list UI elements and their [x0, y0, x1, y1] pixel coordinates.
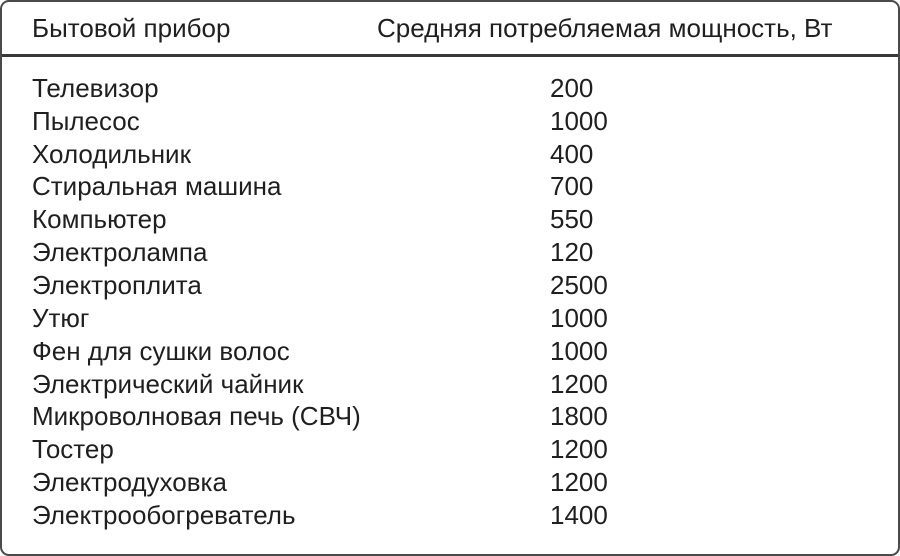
table-row: Телевизор 200	[2, 72, 898, 105]
power-cell: 1200	[550, 368, 608, 399]
table-row: Компьютер 550	[2, 203, 898, 236]
table-row: Фен для сушки волос 1000	[2, 335, 898, 368]
appliance-cell: Холодильник	[32, 138, 191, 169]
appliance-cell: Компьютер	[32, 204, 167, 235]
table-header: Бытовой прибор Средняя потребляемая мощн…	[2, 2, 898, 57]
table-row: Электрический чайник 1200	[2, 368, 898, 401]
column-header-power: Средняя потребляемая мощность, Вт	[377, 12, 833, 43]
power-cell: 120	[550, 237, 594, 268]
appliance-cell: Телевизор	[32, 72, 159, 103]
power-cell: 1000	[550, 105, 608, 136]
table-row: Тостер 1200	[2, 433, 898, 466]
table-row: Электродуховка 1200	[2, 466, 898, 499]
appliance-cell: Электрический чайник	[32, 368, 304, 399]
appliance-cell: Электролампа	[32, 237, 208, 268]
table-row: Микроволновая печь (СВЧ) 1800	[2, 400, 898, 433]
appliance-cell: Электроплита	[32, 269, 202, 300]
power-cell: 2500	[550, 269, 608, 300]
power-cell: 1000	[550, 302, 608, 333]
appliance-cell: Стиральная машина	[32, 171, 282, 202]
table-row: Электроплита 2500	[2, 269, 898, 302]
power-cell: 1200	[550, 434, 608, 465]
power-cell: 200	[550, 72, 594, 103]
table-row: Холодильник 400	[2, 138, 898, 171]
table-body: Телевизор 200 Пылесос 1000 Холодильник 400 Сти…	[2, 57, 898, 532]
appliance-cell: Утюг	[32, 302, 90, 333]
power-cell: 1000	[550, 335, 608, 366]
appliance-cell: Электродуховка	[32, 467, 227, 498]
table-row: Электрообогреватель 1400	[2, 499, 898, 532]
power-cell: 400	[550, 138, 594, 169]
power-cell: 1800	[550, 401, 608, 432]
appliance-cell: Тостер	[32, 434, 114, 465]
appliance-cell: Фен для сушки волос	[32, 335, 290, 366]
power-cell: 1400	[550, 499, 608, 530]
power-cell: 700	[550, 171, 594, 202]
table-row: Стиральная машина 700	[2, 171, 898, 204]
appliance-cell: Микроволновая печь (СВЧ)	[32, 401, 361, 432]
appliance-cell: Электрообогреватель	[32, 499, 296, 530]
table-row: Утюг 1000	[2, 302, 898, 335]
power-cell: 550	[550, 204, 594, 235]
appliance-cell: Пылесос	[32, 105, 140, 136]
table-row: Электролампа 120	[2, 236, 898, 269]
column-header-appliance: Бытовой прибор	[32, 12, 231, 43]
power-cell: 1200	[550, 467, 608, 498]
table-row: Пылесос 1000	[2, 105, 898, 138]
